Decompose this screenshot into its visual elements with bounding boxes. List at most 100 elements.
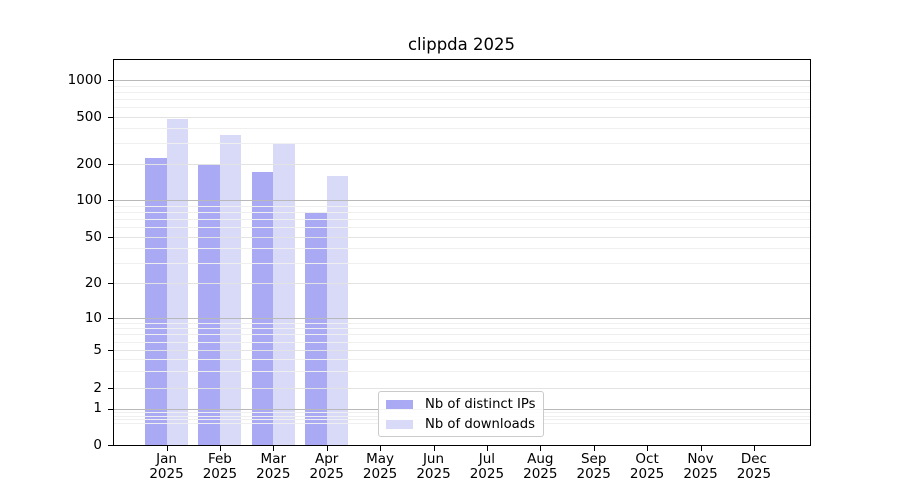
y-tick-label-1000: 1000 xyxy=(67,71,102,88)
legend-swatch-distinct-ips xyxy=(386,399,413,409)
y-tick-50 xyxy=(108,237,113,238)
gridline-y-4 xyxy=(113,359,810,361)
legend-item-distinct-ips: Nb of distinct IPs xyxy=(386,396,536,412)
x-label-month: Feb xyxy=(207,451,232,467)
gridline-y-3 xyxy=(113,371,810,373)
x-label-year: 2025 xyxy=(576,465,611,482)
gridline-y-600 xyxy=(113,107,810,109)
x-tick-label-sep: Sep 2025 xyxy=(562,452,626,481)
x-tick-label-dec: Dec 2025 xyxy=(722,452,786,481)
x-label-month: Sep xyxy=(580,451,607,467)
x-label-month: Nov xyxy=(687,451,714,467)
gridline-y-200 xyxy=(113,164,810,165)
x-label-year: 2025 xyxy=(736,465,772,482)
gridline-y-10 xyxy=(113,318,810,319)
y-tick-label-500: 500 xyxy=(76,108,102,125)
x-tick-oct xyxy=(647,446,649,451)
y-tick-1 xyxy=(108,408,113,410)
gridline-y-70 xyxy=(113,219,810,221)
x-tick-label-jan: Jan 2025 xyxy=(135,452,199,481)
x-label-month: May xyxy=(366,451,395,467)
x-tick-label-apr: Apr 2025 xyxy=(295,452,359,481)
bar-mar-distinct-ips xyxy=(251,171,274,445)
x-label-year: 2025 xyxy=(683,465,718,482)
y-tick-1000 xyxy=(108,80,113,81)
x-tick-label-feb: Feb 2025 xyxy=(188,452,252,481)
plot-area: Nb of distinct IPs Nb of downloads xyxy=(113,59,810,445)
x-label-month: Jun xyxy=(422,451,445,467)
x-tick-mar xyxy=(273,446,275,451)
x-tick-jan xyxy=(166,446,168,451)
gridline-y-7 xyxy=(113,334,810,336)
y-tick-label-1: 1 xyxy=(93,400,102,416)
legend-label-downloads: Nb of downloads xyxy=(425,416,535,432)
y-tick-100 xyxy=(108,200,113,201)
gridline-y-6 xyxy=(113,341,810,343)
y-tick-label-20: 20 xyxy=(84,274,102,291)
bar-feb-downloads xyxy=(219,135,242,445)
gridline-y-30 xyxy=(113,262,810,264)
x-tick-jul xyxy=(486,446,488,451)
x-label-month: Mar xyxy=(260,451,287,467)
legend-item-downloads: Nb of downloads xyxy=(386,417,535,432)
x-tick-label-aug: Aug 2025 xyxy=(508,452,572,481)
y-tick-label-0: 0 xyxy=(93,436,102,453)
bar-mar-downloads xyxy=(273,144,295,445)
legend-label-distinct-ips: Nb of distinct IPs xyxy=(425,396,536,412)
y-tick-label-5: 5 xyxy=(93,341,102,358)
x-label-month: Apr xyxy=(315,451,339,467)
x-tick-label-nov: Nov 2025 xyxy=(669,452,733,481)
x-label-month: Dec xyxy=(740,451,767,467)
x-label-month: Jul xyxy=(478,451,496,467)
bar-feb-distinct-ips xyxy=(198,164,220,445)
y-tick-200 xyxy=(108,164,113,165)
gridline-y-20 xyxy=(113,283,810,284)
bottom-spine xyxy=(113,445,811,446)
gridline-y-2 xyxy=(113,388,810,389)
gridline-y-40 xyxy=(113,248,810,250)
y-tick-20 xyxy=(108,283,113,284)
x-tick-label-may: May 2025 xyxy=(348,452,412,481)
x-label-year: 2025 xyxy=(416,465,451,482)
gridline-y-90 xyxy=(113,205,810,207)
x-tick-aug xyxy=(540,446,542,451)
gridline-y-80 xyxy=(113,211,810,213)
x-tick-label-jul: Jul 2025 xyxy=(455,452,519,481)
y-tick-10 xyxy=(108,318,113,319)
right-spine xyxy=(810,59,811,446)
y-tick-label-2: 2 xyxy=(93,379,102,396)
legend-swatch-downloads xyxy=(386,419,413,429)
x-tick-jun xyxy=(433,446,435,451)
x-tick-may xyxy=(380,446,382,451)
x-tick-sep xyxy=(593,446,595,451)
x-label-year: 2025 xyxy=(202,465,238,482)
x-tick-nov xyxy=(700,446,702,451)
x-label-year: 2025 xyxy=(523,465,558,482)
gridline-y-500 xyxy=(113,117,810,118)
x-label-year: 2025 xyxy=(309,465,344,482)
x-label-year: 2025 xyxy=(362,465,398,482)
gridline-y-100 xyxy=(113,200,810,201)
x-label-year: 2025 xyxy=(256,465,291,482)
y-tick-label-100: 100 xyxy=(76,191,102,208)
x-label-month: Oct xyxy=(635,451,659,467)
y-tick-500 xyxy=(108,117,113,118)
y-tick-label-10: 10 xyxy=(84,309,102,326)
x-tick-label-jun: Jun 2025 xyxy=(402,452,466,481)
x-label-year: 2025 xyxy=(629,465,665,482)
gridline-y-400 xyxy=(113,128,810,130)
x-tick-dec xyxy=(753,446,755,451)
x-label-year: 2025 xyxy=(149,465,184,482)
x-label-month: Aug xyxy=(527,451,554,467)
bar-apr-downloads xyxy=(326,175,349,445)
x-tick-apr xyxy=(326,446,328,451)
x-tick-feb xyxy=(219,446,221,451)
gridline-y-8 xyxy=(113,328,810,330)
x-label-month: Jan xyxy=(156,451,177,467)
x-label-year: 2025 xyxy=(469,465,505,482)
y-tick-0 xyxy=(108,445,113,446)
gridline-y-700 xyxy=(113,99,810,101)
y-tick-label-200: 200 xyxy=(76,155,102,172)
bar-jan-distinct-ips xyxy=(145,157,167,445)
